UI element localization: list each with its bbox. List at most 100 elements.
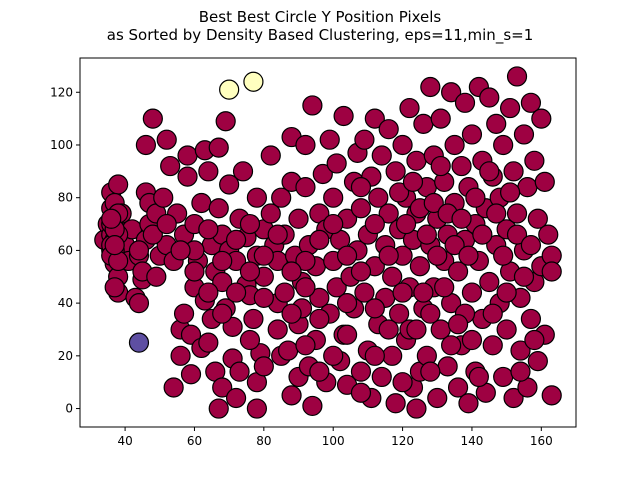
data-point [434, 277, 455, 298]
data-point [229, 361, 250, 382]
data-point [451, 155, 472, 177]
data-point [437, 356, 458, 377]
data-point [486, 113, 507, 134]
data-point [427, 387, 448, 409]
data-point [212, 377, 233, 398]
data-point [430, 155, 451, 177]
data-point [208, 398, 229, 419]
data-point [232, 161, 254, 182]
data-point [350, 177, 372, 198]
data-point [350, 361, 372, 382]
data-point [503, 387, 524, 409]
data-point [451, 208, 472, 229]
data-point [382, 266, 403, 287]
data-point [302, 95, 323, 116]
data-point [486, 203, 507, 224]
data-point [253, 356, 274, 377]
data-point [510, 340, 531, 361]
data-point [295, 250, 316, 272]
data-point [413, 282, 434, 303]
data-point [225, 282, 247, 303]
y-tick-label: 20 [58, 349, 73, 363]
x-axis: 40 60 80 100 120 140 160 [117, 427, 553, 448]
x-tick-label: 40 [117, 434, 132, 448]
data-point [447, 314, 469, 335]
data-point [385, 393, 406, 414]
data-point [378, 203, 399, 224]
data-point [260, 145, 281, 166]
data-point [510, 361, 531, 382]
data-point [461, 124, 483, 145]
data-point [309, 287, 330, 308]
data-point [225, 387, 247, 409]
y-tick-label: 120 [50, 85, 73, 99]
data-point [527, 351, 548, 372]
data-point [461, 329, 483, 351]
x-tick-label: 60 [187, 434, 202, 448]
data-point [163, 377, 184, 398]
data-point [142, 108, 163, 129]
data-point [156, 213, 177, 235]
data-point [368, 187, 389, 208]
data-point [271, 187, 292, 208]
data-point [302, 395, 323, 417]
data-point [246, 187, 267, 208]
x-tick-label: 100 [322, 434, 345, 448]
data-point [538, 224, 559, 245]
data-point [479, 161, 500, 182]
points-layer [94, 66, 562, 419]
data-point [482, 335, 503, 356]
data-point [496, 319, 517, 340]
data-point [513, 266, 535, 287]
data-point [534, 171, 555, 192]
data-point [198, 219, 219, 240]
y-tick-label: 0 [65, 402, 73, 416]
data-point [326, 277, 347, 298]
data-point [108, 174, 129, 195]
data-point [191, 192, 212, 214]
data-point [524, 150, 545, 171]
data-point [208, 198, 229, 219]
data-point [378, 319, 399, 340]
y-tick-label: 60 [58, 243, 73, 257]
chart-title-line1: Best Best Circle Y Position Pixels [199, 8, 442, 26]
x-tick-label: 140 [460, 434, 483, 448]
data-point [180, 364, 202, 385]
data-point [267, 319, 288, 340]
data-point [336, 324, 358, 345]
data-point [406, 319, 427, 340]
data-point [198, 282, 219, 303]
data-point [420, 303, 441, 324]
data-point [395, 213, 417, 235]
data-point [458, 245, 479, 266]
y-tick-label: 100 [50, 138, 73, 152]
data-point [281, 385, 302, 406]
y-tick-label: 80 [58, 191, 73, 205]
data-point [392, 282, 413, 303]
data-point [441, 335, 462, 356]
data-point [354, 129, 375, 150]
data-point [496, 282, 517, 303]
data-point [239, 261, 261, 282]
data-point [177, 166, 198, 187]
data-point [253, 245, 274, 266]
plot-area [94, 66, 562, 419]
data-point [461, 282, 483, 303]
data-point [499, 97, 521, 119]
data-point [146, 266, 167, 287]
data-point [309, 229, 330, 250]
data-point [444, 134, 465, 156]
data-point [378, 245, 399, 266]
data-point [260, 203, 281, 224]
data-point [389, 182, 410, 203]
data-point [225, 229, 247, 250]
data-point [212, 250, 233, 272]
data-point [101, 208, 122, 229]
data-point [128, 240, 150, 261]
data-point [295, 134, 316, 156]
data-point [104, 277, 125, 298]
data-point [170, 240, 191, 261]
data-point [142, 224, 163, 245]
data-point [513, 124, 535, 145]
data-point [406, 150, 427, 171]
